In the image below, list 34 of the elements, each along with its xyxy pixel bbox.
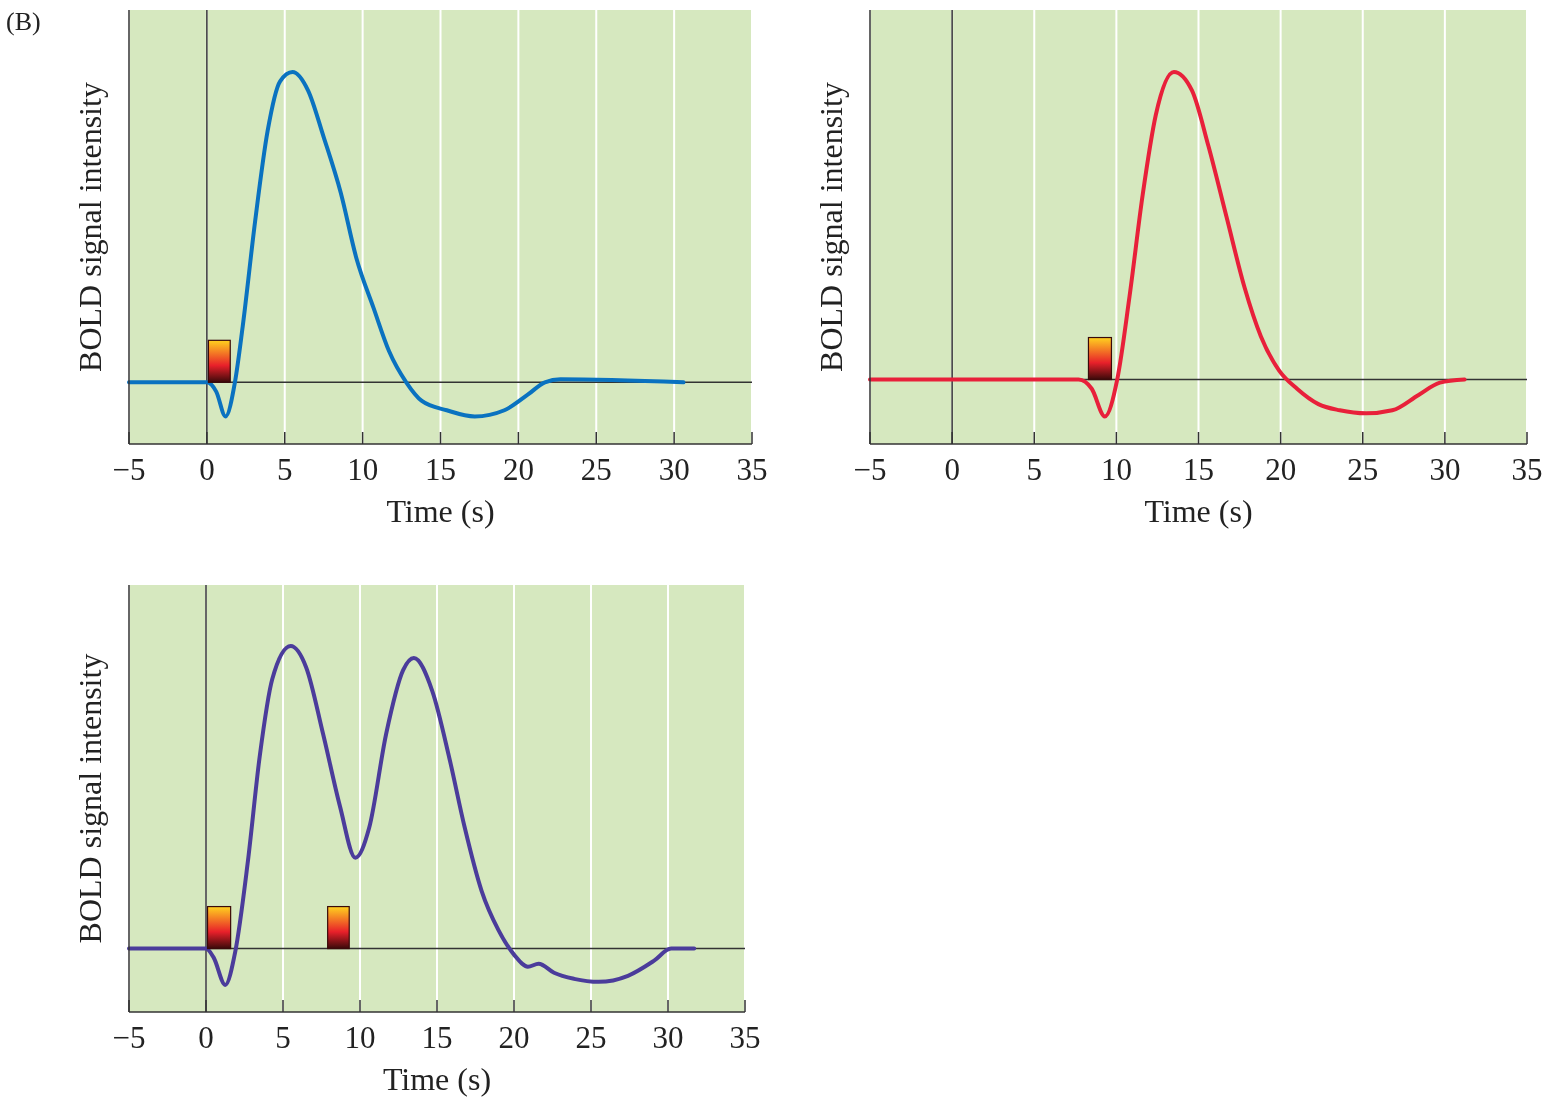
x-tick-label: 20	[498, 1020, 530, 1055]
x-tick-label: 0	[199, 452, 215, 487]
x-tick-label: −5	[112, 452, 146, 487]
x-tick-label: 5	[1026, 452, 1042, 487]
x-tick-label: 5	[275, 1020, 291, 1055]
x-tick-label: 30	[658, 452, 690, 487]
x-tick-label: 25	[580, 452, 612, 487]
x-tick-label: 15	[425, 452, 456, 487]
x-tick-label: 15	[421, 1020, 453, 1055]
x-axis-title: Time (s)	[1144, 493, 1253, 529]
y-axis-title: BOLD signal intensity	[72, 653, 108, 944]
x-tick-label: −5	[853, 452, 887, 487]
x-axis-title: Time (s)	[382, 1061, 492, 1097]
x-tick-label: 35	[736, 452, 768, 487]
x-tick-label: −5	[112, 1020, 146, 1055]
y-axis-title: BOLD signal intensity	[72, 82, 108, 372]
y-axis-title: BOLD signal intensity	[813, 82, 849, 372]
x-tick-label: 20	[1265, 452, 1297, 487]
x-tick-label: 5	[277, 452, 293, 487]
x-tick-label: 25	[1347, 452, 1379, 487]
x-tick-label: 10	[1100, 452, 1132, 487]
x-tick-label: 15	[1183, 452, 1214, 487]
x-tick-label: 30	[652, 1020, 684, 1055]
x-tick-label: 0	[198, 1020, 214, 1055]
x-tick-label: 35	[729, 1020, 761, 1055]
x-tick-label: 30	[1429, 452, 1461, 487]
x-tick-label: 0	[944, 452, 960, 487]
x-tick-label: 10	[347, 452, 379, 487]
x-axis-title: Time (s)	[386, 493, 495, 529]
text: (B)	[6, 7, 41, 36]
x-tick-label: 25	[575, 1020, 607, 1055]
x-tick-label: 35	[1511, 452, 1543, 487]
x-tick-label: 20	[502, 452, 534, 487]
x-tick-label: 10	[344, 1020, 376, 1055]
